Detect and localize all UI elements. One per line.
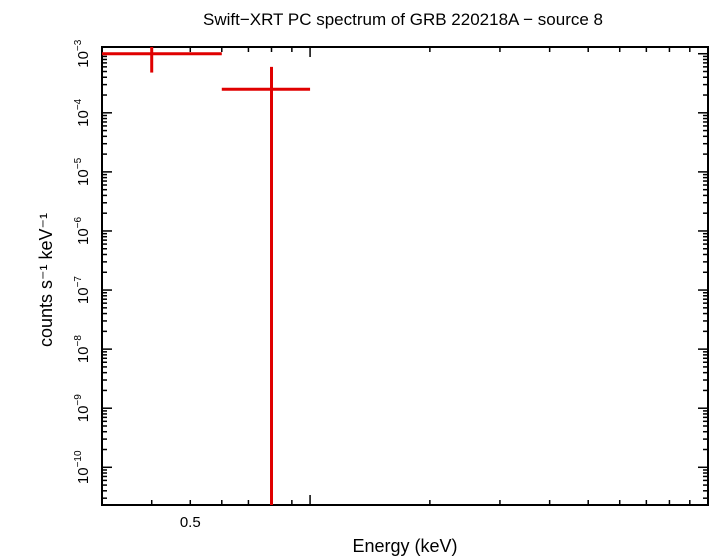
- y-tick-base: 10: [75, 51, 92, 68]
- svg-text:10−5: 10−5: [73, 157, 92, 186]
- y-axis-label: counts s⁻¹ keV⁻¹: [36, 213, 56, 347]
- y-tick-exponent: −4: [73, 98, 84, 110]
- y-tick-base: 10: [75, 169, 92, 186]
- y-tick-base: 10: [75, 346, 92, 363]
- y-tick-label: 10−4: [73, 98, 92, 127]
- svg-text:10−7: 10−7: [73, 276, 92, 305]
- y-tick-exponent: −5: [73, 157, 84, 169]
- y-tick-label: 10−9: [73, 394, 92, 423]
- y-tick-base: 10: [75, 467, 92, 484]
- y-tick-label: 10−8: [73, 335, 92, 364]
- chart-title: Swift−XRT PC spectrum of GRB 220218A − s…: [203, 10, 603, 29]
- y-tick-label: 10−6: [73, 216, 92, 245]
- svg-text:10−8: 10−8: [73, 335, 92, 364]
- svg-text:10−6: 10−6: [73, 216, 92, 245]
- y-tick-label: 10−5: [73, 157, 92, 186]
- y-tick-exponent: −10: [73, 450, 84, 467]
- data-series: [102, 47, 311, 505]
- svg-text:10−4: 10−4: [73, 98, 92, 127]
- svg-text:10−9: 10−9: [73, 394, 92, 423]
- y-tick-exponent: −3: [73, 39, 84, 51]
- y-tick-base: 10: [75, 110, 92, 127]
- y-tick-label: 10−7: [73, 276, 92, 305]
- y-tick-label: 10−10: [73, 450, 92, 484]
- y-tick-label: 10−3: [73, 39, 92, 68]
- y-tick-base: 10: [75, 287, 92, 304]
- y-tick-exponent: −9: [73, 394, 84, 406]
- plot-frame: [101, 46, 709, 506]
- y-tick-exponent: −7: [73, 276, 84, 288]
- axis-ticks: [101, 47, 709, 505]
- data-point: [102, 47, 222, 73]
- y-tick-exponent: −6: [73, 216, 84, 228]
- x-axis-tick-labels: 0.5: [180, 514, 201, 531]
- svg-text:10−10: 10−10: [73, 450, 92, 484]
- x-tick-label: 0.5: [180, 514, 201, 531]
- data-point: [221, 66, 311, 505]
- y-tick-base: 10: [75, 228, 92, 245]
- y-tick-base: 10: [75, 406, 92, 423]
- x-axis-label: Energy (keV): [352, 536, 457, 556]
- svg-text:10−3: 10−3: [73, 39, 92, 68]
- y-tick-exponent: −8: [73, 335, 84, 347]
